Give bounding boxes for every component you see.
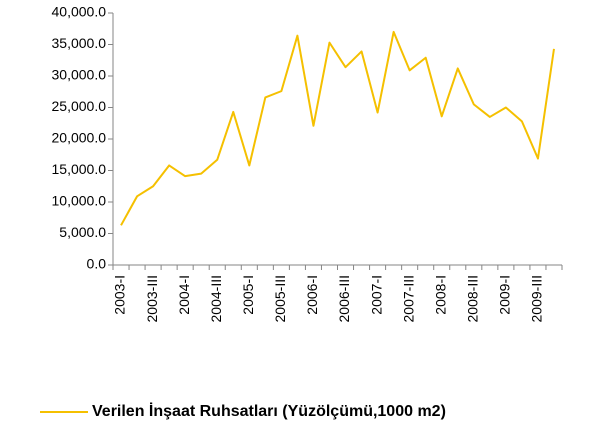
x-tick-label: 2009-III	[529, 275, 545, 322]
x-tick-label: 2004-I	[176, 275, 192, 315]
x-tick-label: 2008-III	[465, 275, 481, 322]
x-tick-label: 2003-III	[144, 275, 160, 322]
series-line	[120, 30, 555, 226]
x-tick-label: 2006-III	[336, 275, 352, 322]
y-tick-label: 0.0	[87, 256, 107, 272]
legend-label: Verilen İnşaat Ruhsatları (Yüzölçümü,100…	[92, 402, 446, 420]
x-tick-label: 2003-I	[112, 275, 128, 315]
x-tick-label: 2009-I	[497, 275, 513, 315]
x-tick-label: 2005-I	[240, 275, 256, 315]
x-tick-label: 2007-I	[368, 275, 384, 315]
x-tick-label: 2005-III	[272, 275, 288, 322]
x-tick-label: 2007-III	[400, 275, 416, 322]
x-tick-label: 2006-I	[304, 275, 320, 315]
y-tick-label: 10,000.0	[52, 193, 107, 209]
x-tick-label: 2004-III	[208, 275, 224, 322]
y-tick-label: 20,000.0	[52, 130, 107, 146]
y-tick-label: 40,000.0	[52, 4, 107, 20]
y-tick-label: 15,000.0	[52, 161, 107, 177]
y-tick-label: 25,000.0	[52, 98, 107, 114]
y-tick-label: 5,000.0	[59, 224, 106, 240]
x-tick-label: 2008-I	[432, 275, 448, 315]
y-tick-label: 35,000.0	[52, 35, 107, 51]
y-tick-label: 30,000.0	[52, 67, 107, 83]
